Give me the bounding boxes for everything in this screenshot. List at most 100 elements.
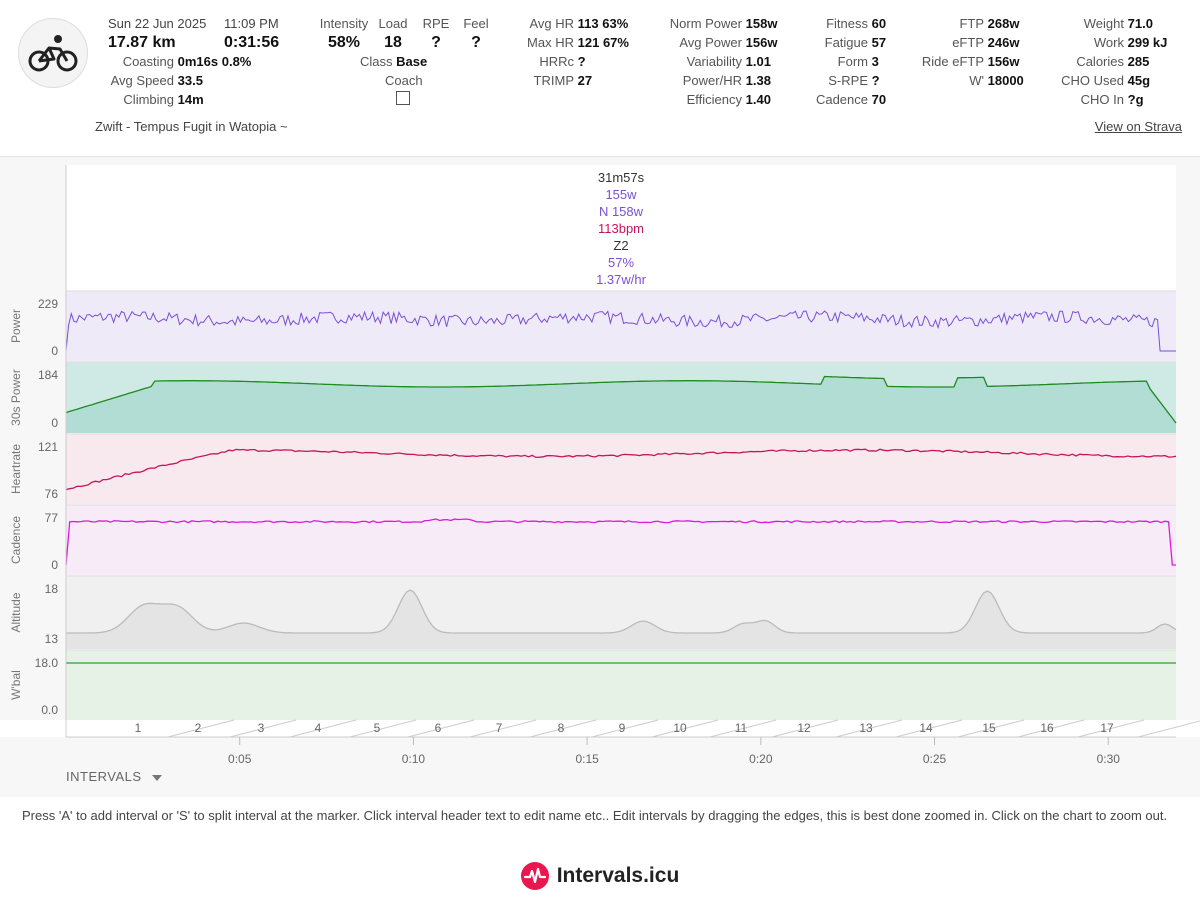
stat-label: W' <box>969 73 984 88</box>
stat-row: CHO Used 45g <box>1050 71 1180 90</box>
stat-label: Avg Power <box>679 35 742 50</box>
stat-value: 1.38 <box>745 73 771 88</box>
chevron-down-icon <box>151 774 162 781</box>
stat-value: 299 kJ <box>1127 35 1168 50</box>
interval-divider <box>835 719 903 738</box>
interval-tick-label: 11 <box>735 721 748 735</box>
y-tick-label: 0 <box>51 344 58 358</box>
summary-line: 155w <box>605 187 637 202</box>
y-tick-label: 0 <box>51 416 58 430</box>
interval-tick-label: 10 <box>673 721 687 735</box>
activity-chart-svg[interactable]: 31m57s 155w N 158w 113bpm Z2 57% 1.37w/hr 229 0 P… <box>0 157 1200 797</box>
interval-tick-label: 3 <box>258 721 265 735</box>
interval-tick-label: 9 <box>619 721 626 735</box>
class-value[interactable]: Base <box>396 54 428 69</box>
stat-row: Power/HR 1.38 <box>650 71 790 90</box>
series-area <box>66 590 1176 649</box>
help-text: Press 'A' to add interval or 'S' to spli… <box>22 808 1168 823</box>
summary-line: 57% <box>608 255 634 270</box>
rpe-stat[interactable]: RPE ? <box>420 14 452 52</box>
fitness-stats: Fitness 60 Fatigue 57 Form 3 S-RPE ? Cadence… <box>800 14 900 109</box>
stat-row: Cadence 70 <box>800 90 900 109</box>
activity-type-avatar <box>18 18 88 88</box>
coasting-value: 0m16s <box>177 54 219 69</box>
interval-divider <box>709 719 777 738</box>
interval-divider <box>469 719 537 738</box>
stat-label: Calories <box>1076 54 1124 69</box>
time-tick-label: 0:30 <box>1097 752 1121 766</box>
interval-divider <box>895 719 963 738</box>
y-tick-label: 229 <box>38 297 58 311</box>
interval-tick-label: 1 <box>135 721 142 735</box>
series-area <box>66 376 1176 433</box>
stat-row: Weight 71.0 <box>1050 14 1180 33</box>
intervals-toggle[interactable]: INTERVALS <box>66 769 162 784</box>
stat-row: eFTP 246w <box>912 33 1042 52</box>
interval-divider <box>957 719 1025 738</box>
stat-label: Form <box>837 54 868 69</box>
interval-tick-label: 16 <box>1040 721 1054 735</box>
feel-value[interactable]: ? <box>471 34 481 51</box>
plot-background <box>66 291 1176 361</box>
stat-row: Form 3 <box>800 52 900 71</box>
activity-name[interactable]: Zwift - Tempus Fugit in Watopia ~ <box>95 119 288 134</box>
power-stats: Norm Power 158w Avg Power 156w Variability… <box>650 14 790 109</box>
summary-line: 113bpm <box>598 221 644 236</box>
stat-value: 156w <box>987 54 1020 69</box>
plot-background <box>66 434 1176 504</box>
time-duration-column: 11:09 PM 0:31:56 <box>224 14 304 52</box>
stat-label: Norm Power <box>669 16 742 31</box>
interval-divider <box>1137 720 1200 738</box>
view-on-strava-link[interactable]: View on Strava <box>1094 119 1182 134</box>
rpe-value[interactable]: ? <box>431 34 441 51</box>
interval-tick-label: 2 <box>195 721 202 735</box>
interval-divider <box>651 719 719 738</box>
intervals-toggle-label: INTERVALS <box>66 769 142 784</box>
interval-divider <box>529 719 597 738</box>
avg-speed-label: Avg Speed <box>110 73 174 88</box>
interval-tick-label: 15 <box>982 721 996 735</box>
coach-checkbox[interactable] <box>396 91 410 105</box>
interval-divider <box>167 719 235 738</box>
stat-value: 113 <box>577 16 599 31</box>
stat-value: 3 <box>871 54 879 69</box>
interval-divider <box>1017 719 1085 738</box>
stat-value: 121 <box>577 35 600 50</box>
activity-chart[interactable]: 31m57s 155w N 158w 113bpm Z2 57% 1.37w/hr 229 0 P… <box>0 157 1200 797</box>
stat-row: FTP 268w <box>912 14 1042 33</box>
stat-row: Ride eFTP 156w <box>912 52 1042 71</box>
stat-row: W' 18000 <box>912 71 1042 90</box>
intensity-value: 58% <box>327 34 361 51</box>
feel-stat[interactable]: Feel ? <box>460 14 492 52</box>
intensity-label: Intensity <box>319 16 369 31</box>
plot-name-label: Altitude <box>9 592 23 632</box>
cycling-icon <box>28 35 78 72</box>
stat-label: CHO Used <box>1061 73 1124 88</box>
stat-value: 60 <box>871 16 887 31</box>
y-tick-label: 18 <box>45 582 59 596</box>
summary-line: 1.37w/hr <box>596 272 647 287</box>
coasting-pct: 0.8% <box>221 54 252 69</box>
time-tick-label: 0:10 <box>402 752 426 766</box>
class-coach-stats: Class Base Coach <box>360 52 450 110</box>
stat-value: 246w <box>987 35 1020 50</box>
activity-time: 11:09 PM <box>224 16 279 31</box>
interval-divider <box>771 719 839 738</box>
activity-header: Sun 22 Jun 2025 17.87 km 11:09 PM 0:31:5… <box>0 0 1200 157</box>
stat-label: Max HR <box>527 35 574 50</box>
stat-value: 1.40 <box>745 92 771 107</box>
interval-divider <box>591 719 659 738</box>
brand-footer[interactable]: Intervals.icu <box>0 862 1200 890</box>
time-tick-label: 0:05 <box>228 752 252 766</box>
climbing-label: Climbing <box>123 92 174 107</box>
interval-tick-label: 4 <box>315 721 322 735</box>
stat-label: Cadence <box>815 92 868 107</box>
stat-row: Calories 285 <box>1050 52 1180 71</box>
interval-tick-label: 7 <box>496 721 503 735</box>
stat-row: Avg Power 156w <box>650 33 790 52</box>
brand-name: Intervals.icu <box>556 864 680 887</box>
stat-row: Fatigue 57 <box>800 33 900 52</box>
stat-label: TRIMP <box>533 73 574 88</box>
stat-value: 158w <box>745 16 778 31</box>
time-tick-label: 0:20 <box>749 752 773 766</box>
